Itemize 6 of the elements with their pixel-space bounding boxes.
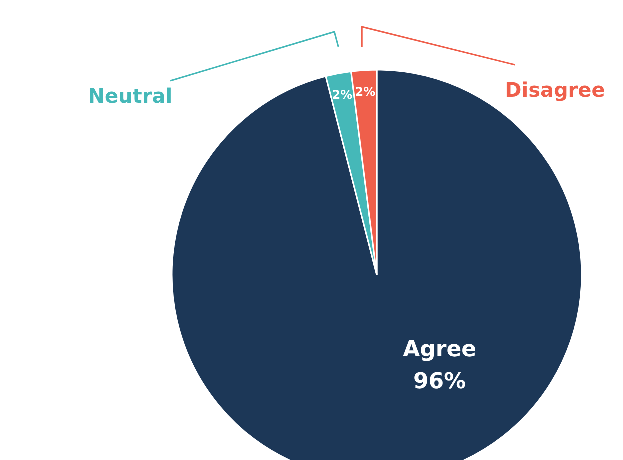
slice-label: Neutral bbox=[88, 84, 173, 108]
data-label: 2% bbox=[355, 84, 376, 99]
data-label: 96% bbox=[414, 370, 466, 395]
slice-label: Disagree bbox=[505, 78, 606, 102]
data-label: 2% bbox=[332, 88, 353, 102]
slice-label: Agree bbox=[403, 338, 477, 363]
